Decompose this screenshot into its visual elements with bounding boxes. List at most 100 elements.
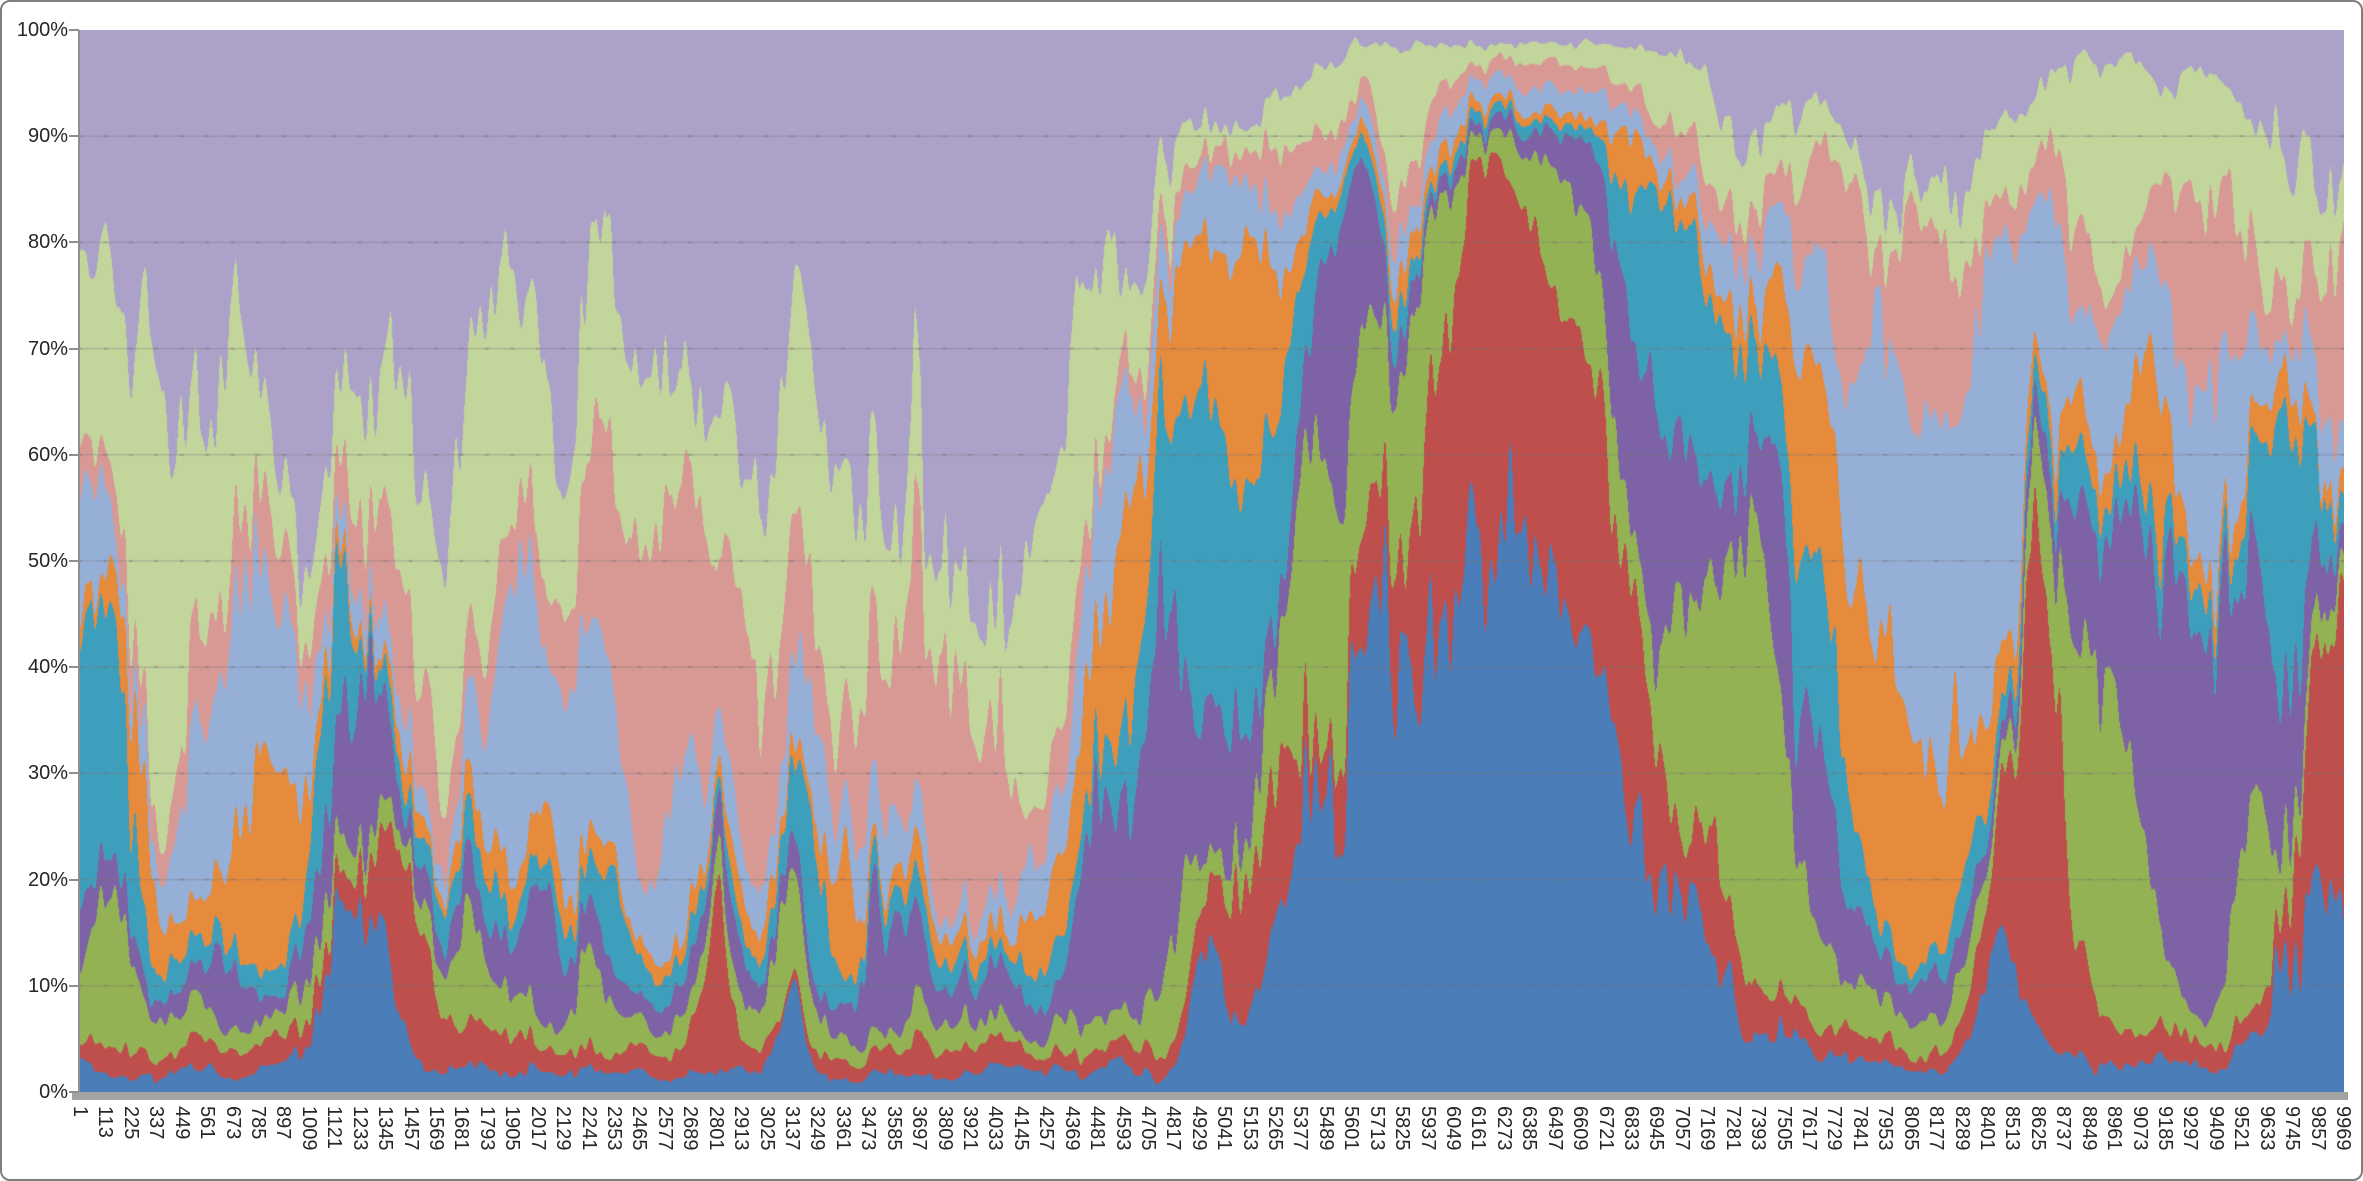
x-axis-tick-label: 449	[170, 1106, 193, 1140]
x-axis-tick-label: 6497	[1543, 1106, 1566, 1151]
x-axis-tick-label: 6273	[1492, 1106, 1515, 1151]
x-axis-tick-label: 113	[94, 1106, 117, 1138]
x-axis-line	[72, 1092, 2348, 1100]
x-axis-tick-label: 8177	[1925, 1106, 1948, 1151]
x-axis-tick-label: 1793	[475, 1106, 498, 1151]
x-axis-tick-label: 9185	[2154, 1106, 2176, 1151]
x-axis-tick-label: 2241	[577, 1106, 600, 1151]
x-axis-tick-label: 4369	[1060, 1106, 1083, 1151]
x-axis-tick-label: 2129	[552, 1106, 575, 1151]
x-axis-tick-label: 7169	[1696, 1106, 1719, 1151]
y-axis-tick-mark	[69, 772, 79, 775]
x-axis-tick-label: 2465	[628, 1106, 651, 1151]
y-axis-tick-mark	[69, 984, 79, 987]
x-axis-tick-label: 5041	[1213, 1106, 1236, 1151]
y-axis-tick-label: 70%	[27, 337, 68, 360]
x-axis-tick-label: 9409	[2204, 1106, 2227, 1151]
y-axis-tick-label: 60%	[27, 443, 68, 466]
x-axis-tick-label: 1345	[374, 1106, 397, 1151]
x-axis-tick-label: 3585	[882, 1106, 905, 1151]
x-axis-tick-label: 1121	[323, 1106, 346, 1150]
x-axis-tick-label: 4817	[1162, 1106, 1185, 1151]
y-axis-tick-mark	[69, 135, 79, 138]
x-axis-tick-label: 7841	[1848, 1106, 1871, 1151]
x-axis-tick-label: 3697	[908, 1106, 931, 1151]
x-axis-tick-label: 2913	[730, 1106, 753, 1151]
x-axis-tick-label: 7505	[1772, 1106, 1795, 1151]
x-axis-tick-label: 3025	[755, 1106, 778, 1151]
x-axis-tick-label: 7057	[1670, 1106, 1693, 1151]
plot-area	[80, 30, 2344, 1092]
x-axis-tick-label: 6049	[1442, 1106, 1465, 1151]
x-axis-tick-label: 3137	[780, 1106, 803, 1151]
x-axis-tick-label: 8289	[1950, 1106, 1973, 1151]
x-axis-tick-label: 5601	[1340, 1106, 1363, 1151]
y-axis-tick-mark	[69, 241, 79, 244]
y-axis-tick-label: 50%	[27, 550, 68, 572]
x-axis-tick-label: 6721	[1594, 1106, 1617, 1151]
x-axis-tick-label: 8625	[2026, 1106, 2049, 1151]
x-axis-tick-label: 6833	[1620, 1106, 1643, 1151]
x-axis-tick-label: 5713	[1365, 1106, 1388, 1151]
y-axis-tick-mark	[69, 29, 79, 31]
x-axis-tick-label: 9521	[2230, 1106, 2253, 1151]
x-axis-tick-label: 7281	[1721, 1106, 1744, 1151]
y-axis-line	[78, 30, 80, 1096]
x-axis-tick-label: 8513	[2001, 1106, 2024, 1151]
x-axis-tick-label: 8065	[1899, 1106, 1922, 1151]
y-axis-tick-label: 10%	[27, 974, 68, 997]
x-axis-tick-label: 6609	[1569, 1106, 1592, 1151]
y-axis-tick-mark	[69, 878, 79, 881]
x-axis-tick-label: 9297	[2179, 1106, 2202, 1151]
y-axis-tick-mark	[69, 453, 79, 456]
x-axis-tick-label: 8849	[2077, 1106, 2100, 1151]
x-axis-tick-label: 337	[145, 1106, 168, 1140]
stacked-area-plot	[80, 30, 2344, 1092]
x-axis-tick-label: 1681	[450, 1106, 473, 1151]
x-axis-tick-label: 7393	[1747, 1106, 1770, 1151]
x-axis-tick-label: 4593	[1111, 1106, 1134, 1151]
x-axis-tick-label: 9745	[2281, 1106, 2304, 1151]
x-axis-tick-label: 2017	[526, 1106, 549, 1151]
x-axis-tick-label: 1457	[399, 1106, 422, 1151]
x-axis-tick-label: 785	[246, 1106, 269, 1140]
y-axis-tick-mark	[69, 1091, 79, 1093]
x-axis-tick-label: 3921	[958, 1106, 981, 1151]
x-axis-tick-label: 1569	[424, 1106, 447, 1151]
x-axis-tick-label: 4033	[984, 1106, 1007, 1151]
x-axis-tick-label: 9969	[2332, 1106, 2354, 1151]
x-axis-tick-label: 4705	[1136, 1106, 1159, 1151]
x-axis-tick-label: 9073	[2128, 1106, 2151, 1151]
x-axis-tick-label: 5489	[1314, 1106, 1337, 1151]
x-axis-tick-label: 3249	[806, 1106, 829, 1151]
x-axis-tick-label: 2577	[653, 1106, 676, 1151]
x-axis-tick-label: 7953	[1874, 1106, 1897, 1151]
x-axis-tick-label: 7729	[1823, 1106, 1846, 1151]
x-axis-tick-label: 6385	[1518, 1106, 1541, 1151]
x-axis-tick-label: 1009	[297, 1106, 320, 1151]
x-axis-tick-label: 1905	[501, 1106, 524, 1151]
x-axis-tick-label: 8737	[2052, 1106, 2075, 1151]
x-axis-tick-label: 561	[196, 1106, 219, 1140]
y-axis-tick-label: 40%	[27, 656, 68, 679]
x-axis-tick-label: 3361	[831, 1106, 854, 1151]
x-axis-tick-label: 4929	[1187, 1106, 1210, 1151]
y-axis-tick-label: 80%	[27, 231, 68, 254]
x-axis-tick-label: 5937	[1416, 1106, 1439, 1151]
x-axis-tick-label: 4481	[1086, 1106, 1109, 1151]
x-axis-tick-label: 2689	[679, 1106, 702, 1151]
x-axis-tick-label: 8401	[1976, 1106, 1999, 1151]
y-axis-tick-mark	[69, 560, 79, 562]
y-axis-tick-label: 30%	[27, 762, 68, 785]
x-axis-tick-label: 3809	[933, 1106, 956, 1151]
x-axis-tick-label: 4145	[1009, 1106, 1032, 1151]
y-axis-tick-label: 0%	[39, 1081, 68, 1103]
x-axis-tick-label: 8961	[2103, 1106, 2126, 1151]
y-axis-tick-mark	[69, 347, 79, 350]
y-axis-tick-label: 100%	[16, 19, 68, 41]
x-axis-tick-label: 9633	[2255, 1106, 2278, 1151]
x-axis-tick-label: 5265	[1264, 1106, 1287, 1151]
x-axis-tick-label: 2801	[704, 1106, 727, 1151]
x-axis-tick-label: 6945	[1645, 1106, 1668, 1151]
